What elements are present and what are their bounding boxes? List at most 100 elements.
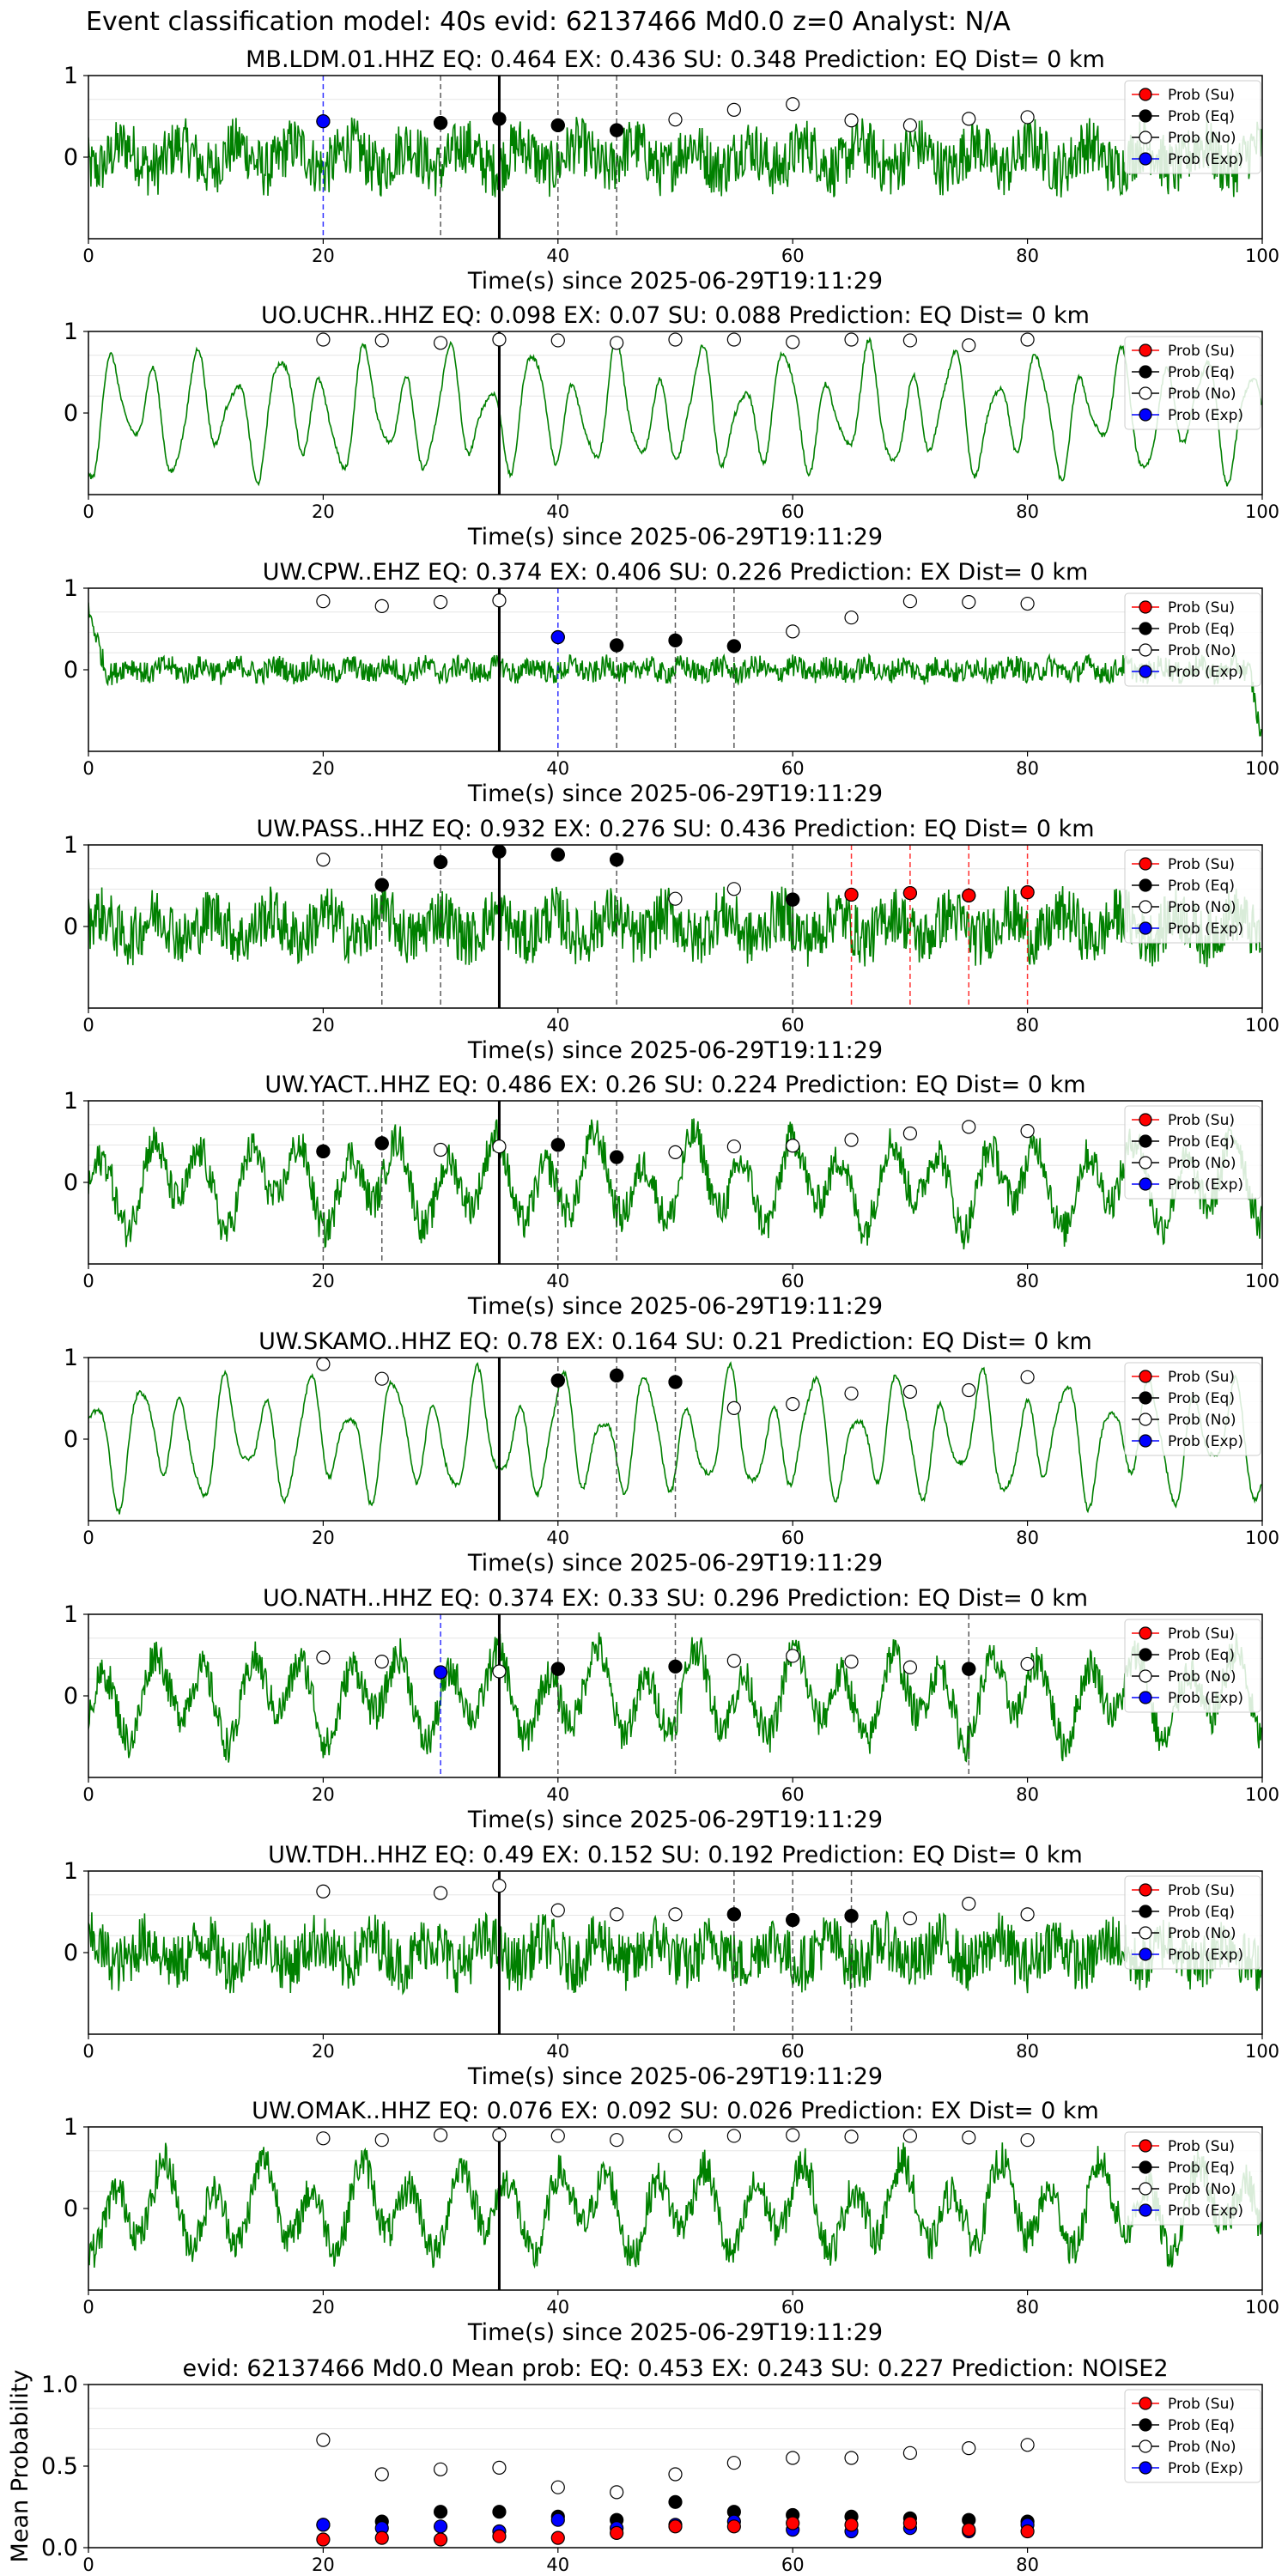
xtick-label: 20	[312, 1784, 335, 1805]
xtick-label: 20	[312, 1528, 335, 1548]
prob-eq-point	[374, 878, 389, 892]
prob-no-point	[1020, 1656, 1035, 1672]
panel-2: UO.UCHR..HHZ EQ: 0.098 EX: 0.07 SU: 0.08…	[64, 302, 1279, 550]
legend-marker	[1139, 1413, 1152, 1426]
xtick-label: 0	[82, 2555, 94, 2575]
legend-label: Prob (No)	[1168, 2439, 1236, 2456]
xtick-label: 60	[781, 246, 805, 266]
prob-no-point	[433, 1886, 448, 1900]
prob-su-point	[1020, 884, 1035, 900]
legend-marker	[1139, 1134, 1152, 1148]
prob-no-point	[316, 2131, 331, 2146]
legend-marker	[1139, 2160, 1152, 2174]
ytick-label: 1	[64, 1088, 78, 1115]
xaxis-label: Time(s) since 2025-06-29T19:11:29	[467, 1293, 883, 1320]
panel-title: evid: 62137466 Md0.0 Mean prob: EQ: 0.45…	[182, 2355, 1168, 2382]
xtick-label: 0	[82, 246, 94, 266]
prob-no-point	[316, 1358, 331, 1371]
legend-box	[1124, 336, 1261, 430]
ytick-label: 1	[64, 1858, 78, 1885]
legend-marker	[1139, 1883, 1152, 1897]
xtick-label: 80	[1016, 2555, 1039, 2575]
ytick-label: 0	[64, 1426, 78, 1453]
legend: Prob (Su) Prob (Eq) Prob (No) Prob (Exp)	[1124, 2389, 1261, 2483]
xaxis-label: Time(s) since 2025-06-29T19:11:29	[467, 1807, 883, 1833]
prob-su-point	[726, 2519, 741, 2534]
xtick-label: 20	[312, 2041, 335, 2062]
legend: Prob (Su) Prob (Eq) Prob (No) Prob (Exp)	[1124, 80, 1261, 174]
prob-no-point	[668, 332, 683, 347]
legend-label: Prob (Su)	[1168, 1625, 1235, 1643]
legend-marker	[1139, 343, 1152, 357]
legend-marker	[1139, 2461, 1152, 2475]
prob-no-point	[492, 2128, 507, 2142]
prob-no-point	[962, 1896, 976, 1911]
legend-box	[1124, 592, 1261, 687]
prob-no-point	[374, 2467, 389, 2482]
legend-label: Prob (Su)	[1168, 2396, 1235, 2413]
xtick-label: 0	[82, 1528, 94, 1548]
panel-title: UW.PASS..HHZ EQ: 0.932 EX: 0.276 SU: 0.4…	[256, 816, 1094, 842]
prob-no-point	[844, 1386, 859, 1400]
prob-no-point	[844, 2451, 859, 2465]
legend-marker	[1139, 878, 1152, 892]
xtick-label: 20	[312, 1271, 335, 1291]
prob-eq-point	[550, 1138, 565, 1152]
legend-marker	[1139, 857, 1152, 871]
xtick-label: 60	[781, 2041, 805, 2062]
legend-marker	[1139, 1947, 1152, 1961]
prob-eq-point	[668, 1659, 683, 1674]
prob-exp-point	[550, 2512, 565, 2527]
ytick-label: 1.0	[41, 2372, 78, 2398]
prob-no-point	[902, 333, 918, 348]
xtick-label: 100	[1245, 1015, 1279, 1036]
legend-marker	[1139, 2397, 1152, 2410]
legend-marker	[1139, 1926, 1152, 1940]
panel-title: UO.UCHR..HHZ EQ: 0.098 EX: 0.07 SU: 0.08…	[261, 302, 1090, 329]
legend-marker	[1139, 600, 1152, 614]
xtick-label: 20	[312, 2297, 335, 2318]
prob-no-point	[1020, 1124, 1035, 1139]
prob-no-point	[786, 97, 800, 112]
ytick-label: 1	[64, 63, 78, 89]
xtick-label: 80	[1016, 1015, 1039, 1036]
prob-no-point	[492, 1664, 507, 1679]
legend-label: Prob (Su)	[1168, 1112, 1235, 1129]
legend-marker	[1139, 2418, 1152, 2432]
panel-title: UW.YACT..HHZ EQ: 0.486 EX: 0.26 SU: 0.22…	[264, 1072, 1085, 1098]
prob-eq-point	[492, 112, 507, 126]
xtick-label: 40	[546, 758, 569, 779]
prob-su-point	[962, 888, 976, 903]
legend-marker	[1139, 1434, 1152, 1448]
prob-no-point	[844, 2129, 859, 2144]
prob-no-point	[550, 1903, 565, 1917]
waveform-trace	[88, 2142, 1262, 2269]
prob-no-point	[902, 2445, 918, 2460]
xtick-label: 40	[546, 501, 569, 522]
panel-9: UW.OMAK..HHZ EQ: 0.076 EX: 0.092 SU: 0.0…	[64, 2098, 1279, 2346]
prob-no-point	[374, 598, 389, 614]
legend-box	[1124, 2389, 1261, 2483]
legend-label: Prob (No)	[1168, 642, 1236, 659]
prob-no-point	[374, 2133, 389, 2148]
prob-exp-point	[316, 2518, 331, 2532]
prob-eq-point	[610, 123, 624, 137]
prob-eq-point	[726, 1907, 741, 1922]
yaxis-label: Mean Probability	[7, 2370, 33, 2563]
prob-su-point	[550, 2530, 565, 2545]
xtick-label: 100	[1245, 758, 1279, 779]
prob-no-point	[844, 332, 859, 347]
xtick-label: 60	[781, 2555, 805, 2575]
prob-no-point	[902, 594, 918, 609]
prob-no-point	[550, 2129, 565, 2143]
prob-no-point	[786, 2128, 800, 2142]
xtick-label: 60	[781, 501, 805, 522]
prob-no-point	[433, 2462, 448, 2476]
legend-label: Prob (Exp)	[1168, 1690, 1243, 1707]
legend-marker	[1139, 88, 1152, 101]
waveform-trace	[88, 1118, 1262, 1250]
prob-no-point	[668, 112, 683, 127]
legend-marker	[1139, 622, 1152, 635]
xtick-label: 100	[1245, 501, 1279, 522]
legend-marker	[1139, 2439, 1152, 2453]
